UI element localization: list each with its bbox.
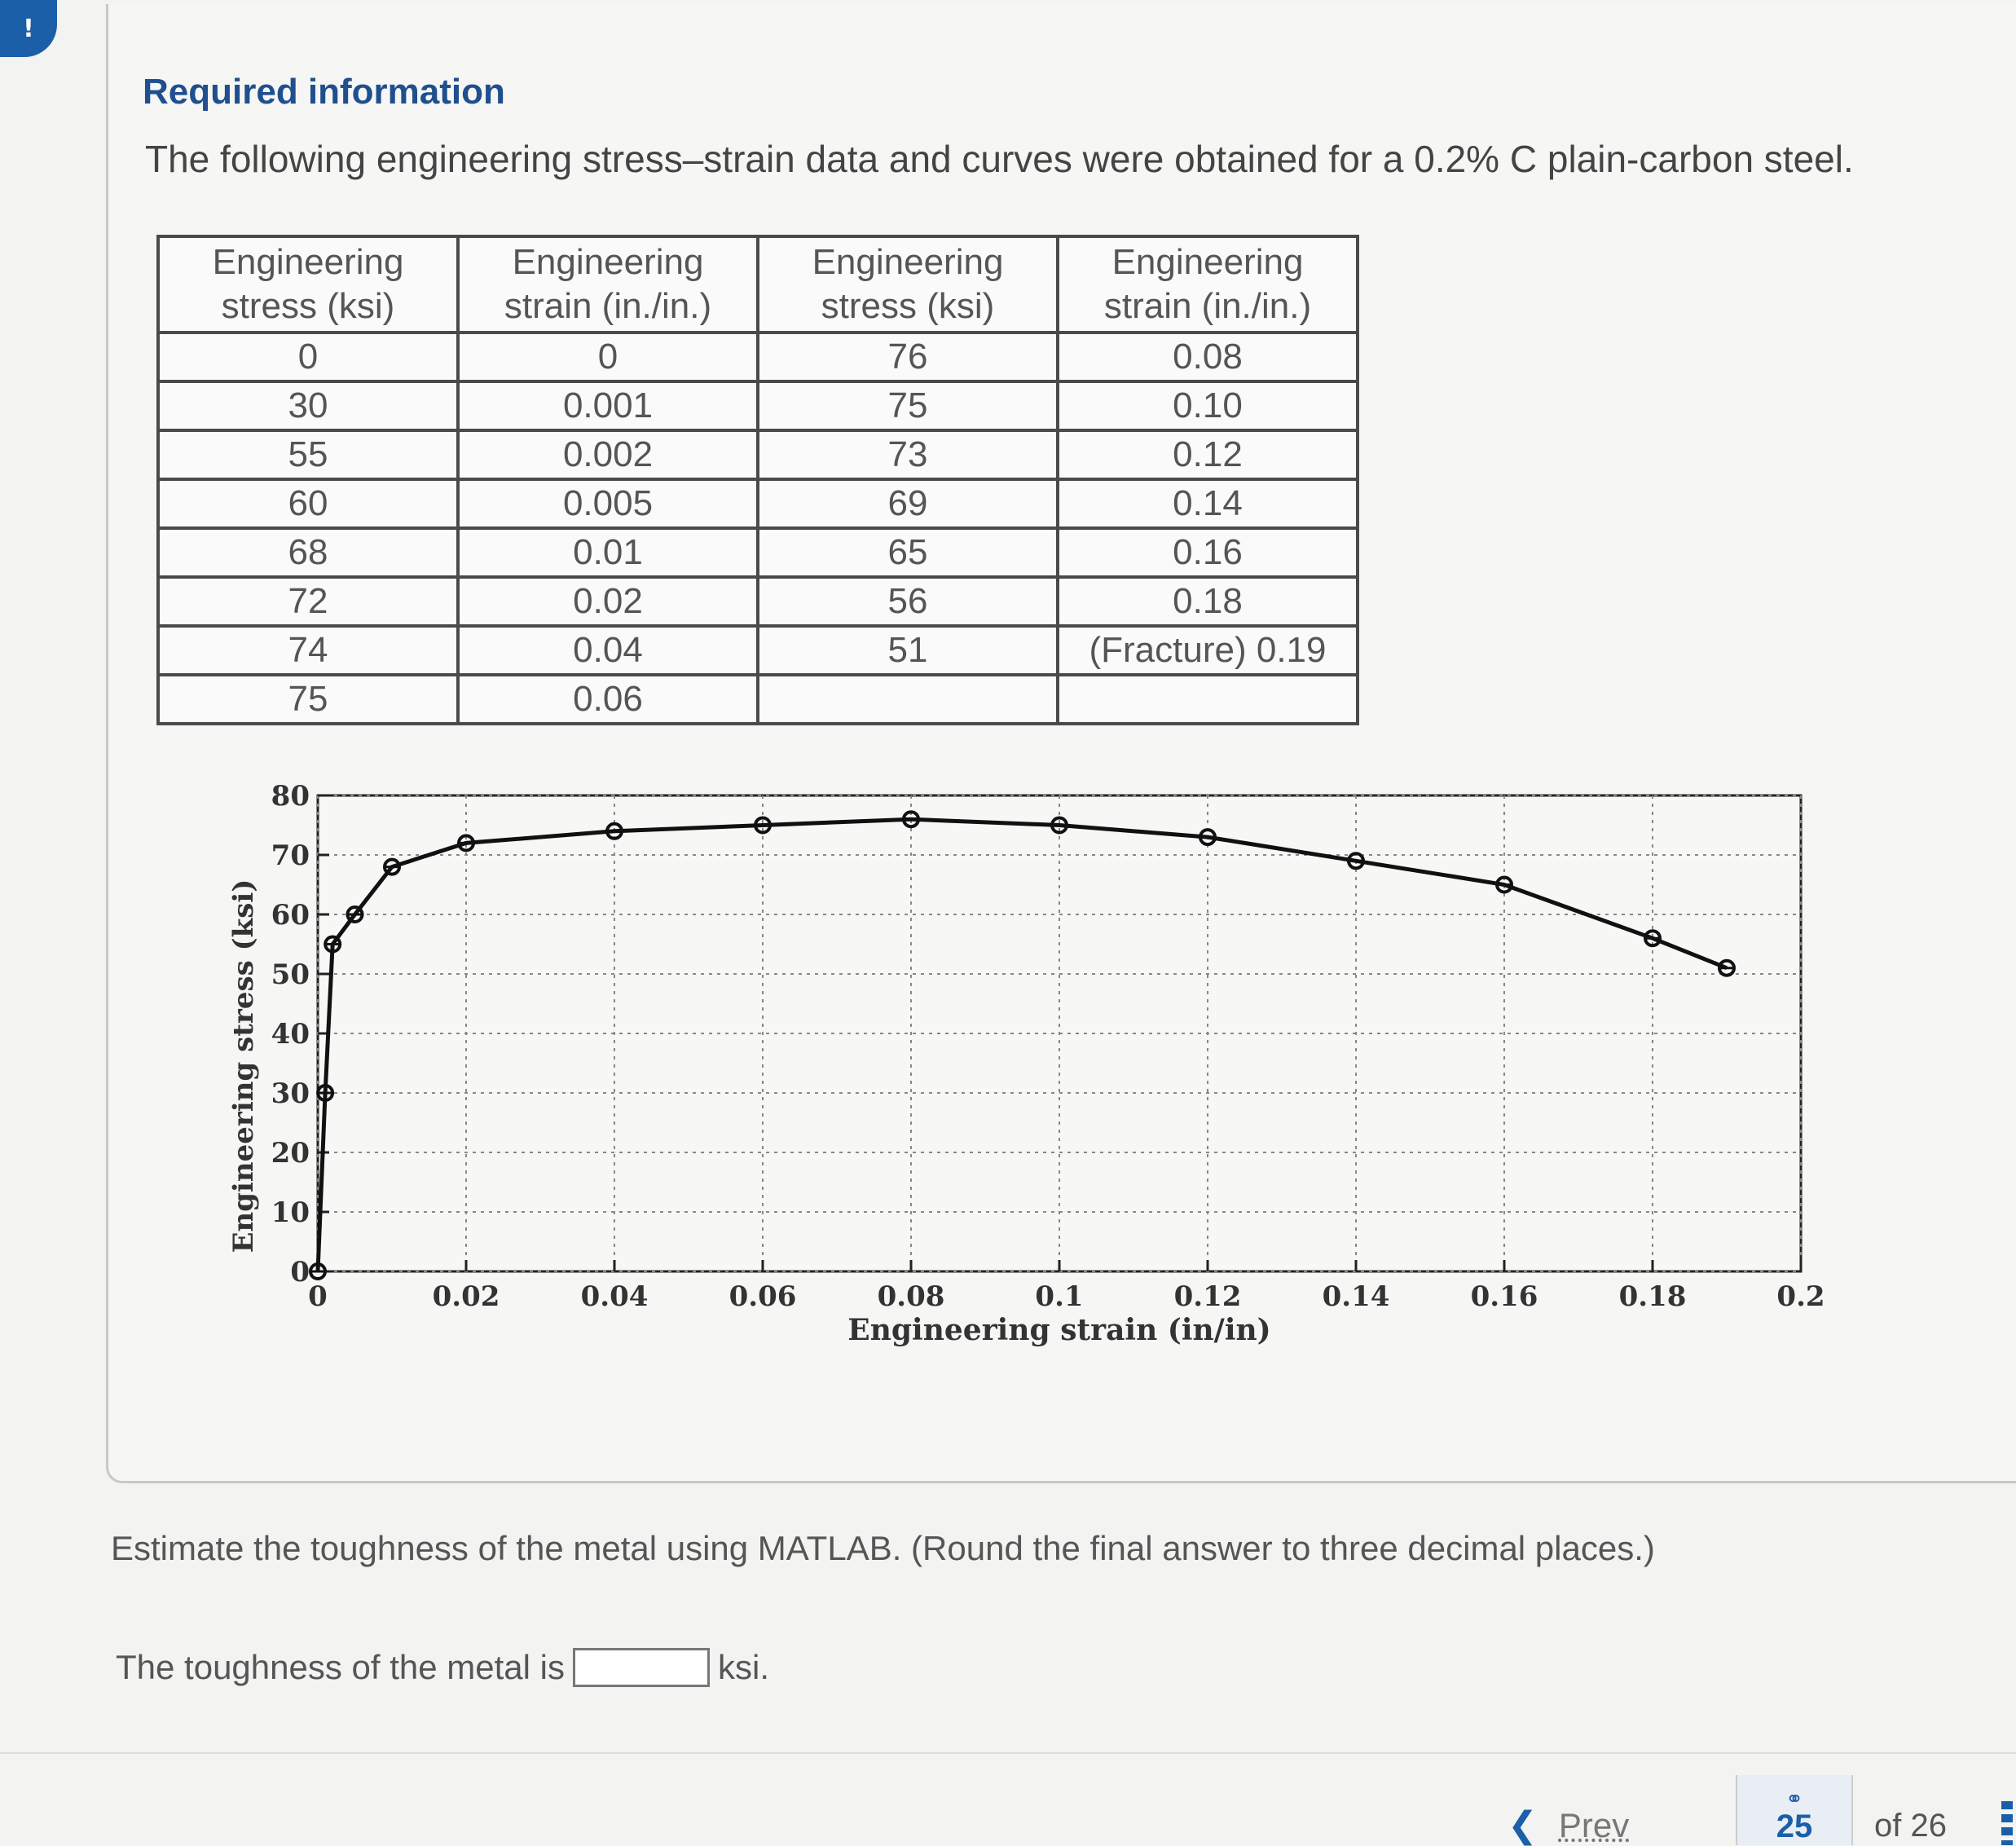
table-row: 30 0.001 75 0.10 [156, 380, 1359, 432]
answer-unit: ksi. [717, 1648, 769, 1686]
toughness-input[interactable] [572, 1648, 710, 1687]
page-total: of 26 [1874, 1808, 1947, 1844]
header-stress-2: Engineering stress (ksi) [756, 235, 1059, 334]
question-text: Estimate the toughness of the metal usin… [111, 1529, 1655, 1567]
table-cell: 74 [156, 624, 460, 676]
link-icon: ⚭ [1785, 1787, 1803, 1811]
table-row: 74 0.04 51 (Fracture) 0.19 [156, 624, 1359, 676]
x-tick-label: 0 [308, 1280, 328, 1313]
table-cell: 0.16 [1056, 526, 1359, 579]
x-tick-label: 0.16 [1471, 1280, 1538, 1313]
y-tick-label: 30 [271, 1077, 310, 1110]
x-axis-label: Engineering strain (in/in) [847, 1313, 1270, 1347]
table-header-row: Engineering stress (ksi) Engineering str… [156, 235, 1359, 334]
y-tick-label: 50 [271, 958, 310, 991]
table-cell: 0.04 [456, 624, 759, 676]
required-information-title: Required information [143, 72, 505, 112]
header-stress-1: Engineering stress (ksi) [156, 235, 460, 334]
table-cell: 0.01 [456, 526, 759, 579]
table-cell: 0 [156, 331, 460, 383]
page-number-box[interactable]: ⚭ 25 [1736, 1775, 1853, 1845]
x-tick-label: 0.14 [1323, 1280, 1390, 1313]
table-cell: 0.08 [1056, 331, 1359, 383]
menu-icon[interactable] [2001, 1801, 2013, 1845]
table-cell: 0.14 [1056, 478, 1359, 530]
x-tick-label: 0.02 [433, 1280, 500, 1313]
table-row: 72 0.02 56 0.18 [156, 575, 1359, 628]
table-row: 68 0.01 65 0.16 [156, 526, 1359, 579]
x-tick-label: 0.1 [1035, 1280, 1083, 1313]
table-cell: 0.001 [456, 380, 759, 432]
table-cell: 68 [156, 526, 460, 579]
current-page: 25 [1776, 1809, 1813, 1844]
table-cell: 73 [756, 429, 1059, 481]
table-cell: 30 [156, 380, 460, 432]
answer-prefix: The toughness of the metal is [116, 1648, 565, 1686]
table-cell: 0.10 [1056, 380, 1359, 432]
table-cell: 0.06 [456, 673, 759, 725]
table-row: 75 0.06 [156, 673, 1359, 725]
table-cell: 0.005 [456, 478, 759, 530]
prev-button[interactable]: ❮ Prev [1508, 1804, 1629, 1846]
x-tick-label: 0.06 [729, 1280, 797, 1313]
table-cell: 69 [756, 478, 1059, 530]
stress-strain-chart: 0 0.02 0.04 0.06 0.08 0.1 0.12 0.14 0.16 0.18 0.2 0… [220, 780, 1850, 1353]
y-tick-label: 60 [271, 899, 310, 932]
intro-text: The following engineering stress–strain … [145, 138, 1854, 180]
table-cell: 75 [756, 380, 1059, 432]
y-tick-label: 80 [271, 782, 310, 813]
y-axis-label: Engineering stress (ksi) [227, 879, 260, 1253]
x-tick-label: 0.18 [1619, 1280, 1687, 1313]
table-cell: 76 [756, 331, 1059, 383]
alert-icon: ! [0, 0, 57, 57]
table-row: 0 0 76 0.08 [156, 331, 1359, 383]
answer-row: The toughness of the metal is ksi. [116, 1648, 769, 1687]
table-cell: 55 [156, 429, 460, 481]
x-tick-label: 0.04 [581, 1280, 649, 1313]
table-cell: 0.02 [456, 575, 759, 628]
y-tick-label: 40 [271, 1018, 310, 1051]
table-cell: 0.12 [1056, 429, 1359, 481]
prev-label: Prev [1558, 1805, 1630, 1844]
table-cell: 60 [156, 478, 460, 530]
x-tick-label: 0.12 [1174, 1280, 1242, 1313]
y-tick-label: 0 [290, 1256, 310, 1289]
x-tick-label: 0.08 [878, 1280, 945, 1313]
table-cell: 56 [756, 575, 1059, 628]
table-row: 60 0.005 69 0.14 [156, 478, 1359, 530]
chart-svg: 0 0.02 0.04 0.06 0.08 0.1 0.12 0.14 0.16 0.18 0.2 0… [227, 780, 1825, 1347]
chevron-left-icon: ❮ [1508, 1805, 1538, 1845]
y-tick-label: 10 [271, 1196, 310, 1229]
table-cell: 0.18 [1056, 575, 1359, 628]
footer-divider [0, 1752, 2016, 1754]
header-strain-1: Engineering strain (in./in.) [456, 235, 759, 334]
header-strain-2: Engineering strain (in./in.) [1056, 235, 1359, 334]
table-cell: 75 [156, 673, 460, 725]
x-tick-label: 0.2 [1776, 1280, 1825, 1313]
table-cell: (Fracture) 0.19 [1056, 624, 1359, 676]
table-cell: 65 [756, 526, 1059, 579]
table-cell [756, 673, 1059, 725]
table-row: 55 0.002 73 0.12 [156, 429, 1359, 481]
y-tick-label: 70 [271, 839, 310, 872]
table-cell: 0 [456, 331, 759, 383]
stress-strain-table: Engineering stress (ksi) Engineering str… [156, 235, 1359, 725]
y-tick-label: 20 [271, 1137, 310, 1170]
table-cell: 72 [156, 575, 460, 628]
table-cell [1056, 673, 1359, 725]
table-cell: 51 [756, 624, 1059, 676]
table-cell: 0.002 [456, 429, 759, 481]
